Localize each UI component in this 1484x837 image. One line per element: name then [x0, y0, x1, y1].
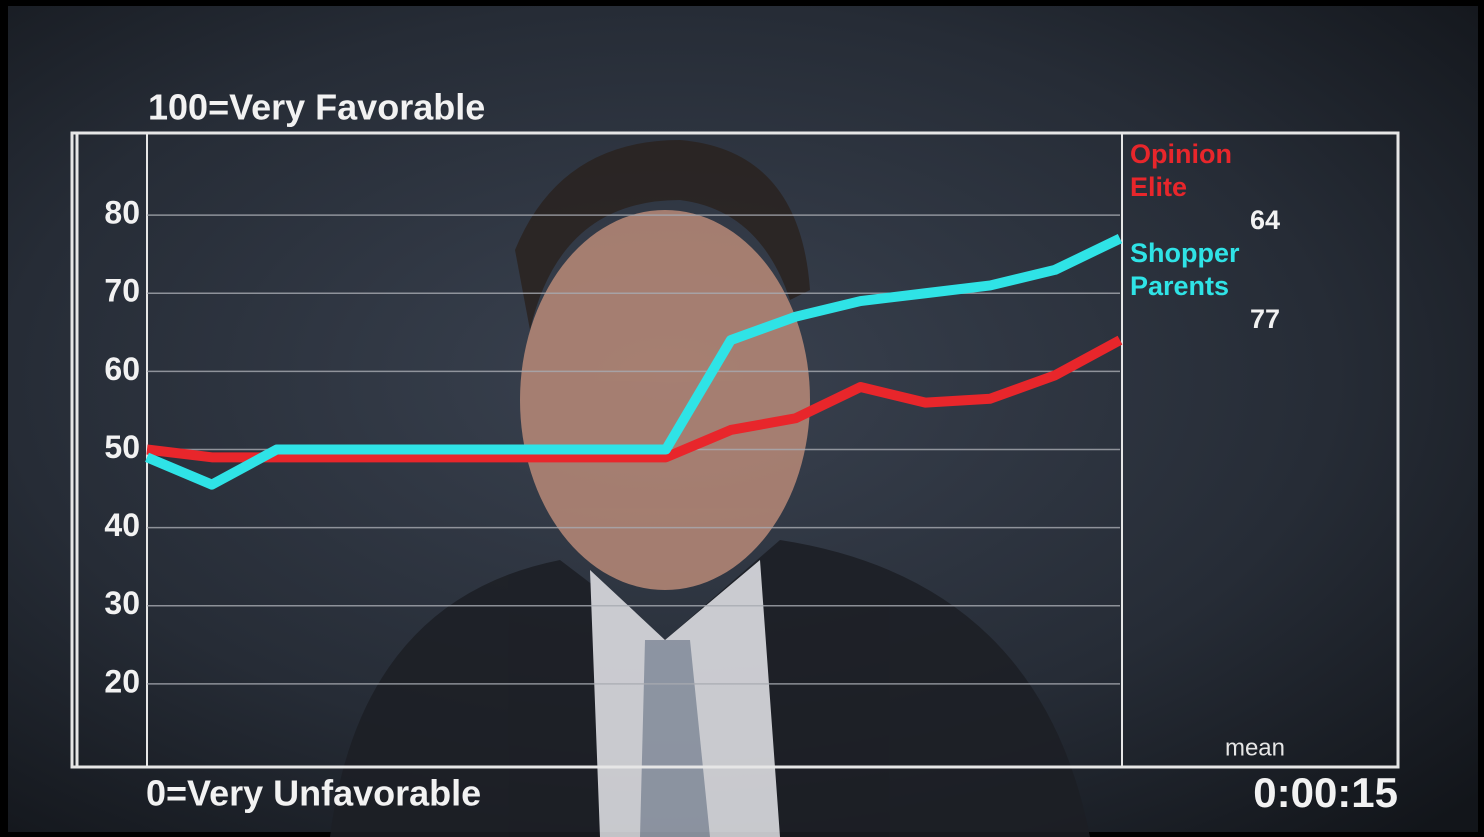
top-label: 100=Very Favorable — [148, 87, 485, 128]
legend-value: 77 — [1130, 303, 1280, 336]
y-tick-label: 70 — [104, 273, 140, 309]
y-tick-label: 80 — [104, 195, 140, 231]
legend-entry: Shopper Parents — [1130, 237, 1290, 303]
y-tick-label: 60 — [104, 351, 140, 387]
bottom-label: 0=Very Unfavorable — [146, 773, 481, 814]
y-tick-label: 40 — [104, 507, 140, 543]
legend-value: 64 — [1130, 204, 1280, 237]
chart: 100=Very Favorable 0=Very Unfavorable me… — [0, 0, 1484, 837]
video-frame: 100=Very Favorable 0=Very Unfavorable me… — [0, 0, 1484, 837]
y-tick-label: 30 — [104, 585, 140, 621]
y-tick-label: 20 — [104, 663, 140, 699]
timer: 0:00:15 — [1253, 769, 1398, 816]
legend-note: mean — [1225, 734, 1285, 761]
y-tick-label: 50 — [104, 429, 140, 465]
legend-entry: Opinion Elite — [1130, 138, 1290, 204]
